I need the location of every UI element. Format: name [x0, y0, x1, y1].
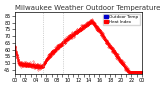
Text: Milwaukee Weather Outdoor Temperature vs Heat Index per Minute (24 Hours): Milwaukee Weather Outdoor Temperature vs… — [15, 4, 160, 11]
Legend: Outdoor Temp, Heat Index: Outdoor Temp, Heat Index — [103, 14, 140, 25]
